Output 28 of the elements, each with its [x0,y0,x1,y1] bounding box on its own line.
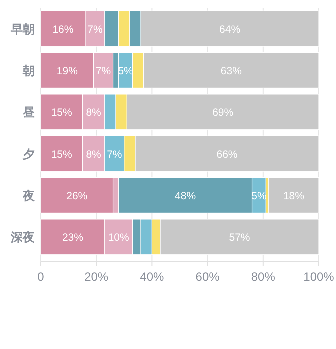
x-tick-label: 40% [140,270,165,284]
y-tick-label: 朝 [22,64,35,78]
x-tick-label: 80% [251,270,276,284]
data-label: 26% [66,190,88,202]
data-label: 8% [86,148,102,161]
data-label: 15% [51,148,72,161]
y-tick-label: 昼 [22,106,36,120]
y-tick-label: 夕 [22,147,35,162]
data-label: 7% [88,24,103,36]
y-tick-label: 深夜 [10,230,36,245]
x-tick-label: 60% [196,270,220,284]
data-label: 48% [175,190,196,202]
data-label: 7% [107,148,122,161]
x-tick-label: 100% [304,270,335,284]
data-label: 10% [108,232,130,244]
y-tick-label: 早朝 [10,22,35,36]
bar [268,177,320,214]
x-tick-label: 0 [38,270,45,284]
data-label: 16% [52,24,74,36]
data-label: 19% [56,66,78,78]
data-label: 5% [252,190,267,202]
data-label: 8% [86,107,102,120]
data-label: 7% [96,66,112,78]
data-label: 15% [51,107,72,120]
data-label: 5% [118,66,134,78]
x-tick-label: 20% [84,270,109,284]
y-tick-label: 夜 [22,189,36,203]
data-label: 23% [62,232,84,244]
